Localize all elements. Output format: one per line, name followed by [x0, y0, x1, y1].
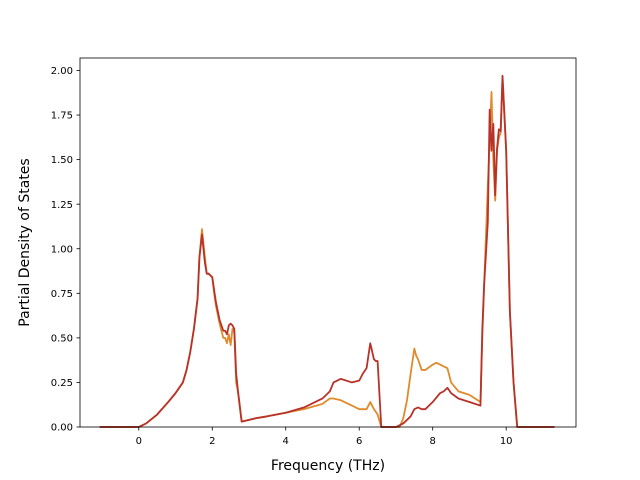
x-tick-label: 0 [136, 436, 142, 447]
x-tick-label: 2 [209, 436, 215, 447]
y-tick-label: 0.00 [51, 423, 73, 434]
y-tick-label: 1.50 [51, 155, 73, 166]
x-tick-label: 6 [356, 436, 362, 447]
y-tick-label: 2.00 [51, 66, 73, 77]
x-tick-label: 8 [430, 436, 436, 447]
y-tick-label: 0.75 [51, 289, 73, 300]
y-tick-label: 1.75 [51, 111, 73, 122]
x-axis: 0 2 4 6 8 10 [136, 427, 513, 447]
y-tick-label: 0.25 [51, 378, 73, 389]
y-axis: 0.00 0.25 0.50 0.75 1.00 1.25 1.50 1.75 2.00 [51, 66, 80, 434]
series-layer [99, 74, 555, 428]
y-tick-label: 1.00 [51, 244, 73, 255]
plot-frame [79, 57, 577, 428]
y-tick-label: 1.25 [51, 200, 73, 211]
x-tick-label: 10 [500, 436, 513, 447]
y-axis-label: Partial Density of States [17, 158, 33, 326]
x-tick-label: 4 [283, 436, 289, 447]
series-line-2 [99, 74, 555, 428]
x-axis-label: Frequency (THz) [271, 458, 385, 474]
y-tick-label: 0.50 [51, 333, 73, 344]
